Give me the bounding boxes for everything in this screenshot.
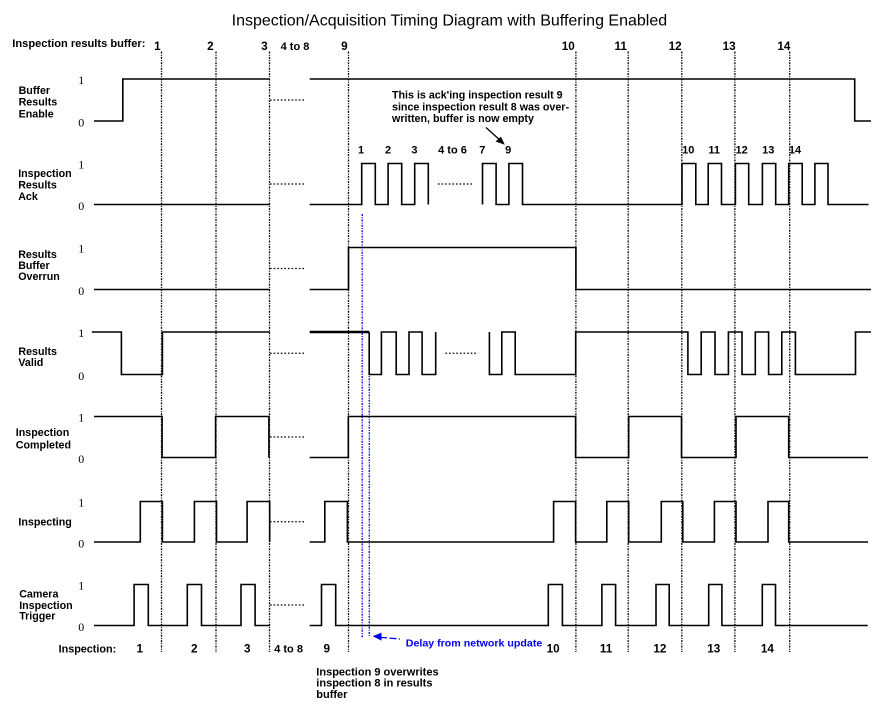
svg-text:Inspection results buffer:: Inspection results buffer: [12,38,145,50]
svg-text:Buffer: Buffer [18,260,49,272]
svg-text:Inspection: Inspection [19,600,72,612]
svg-text:1: 1 [78,158,84,172]
svg-text:Inspection: Inspection [16,427,69,439]
svg-text:Inspection 9 overwrites: Inspection 9 overwrites [316,666,438,678]
svg-text:Inspecting: Inspecting [18,517,71,529]
svg-text:Inspection/Acquisition Timing: Inspection/Acquisition Timing Diagram wi… [232,13,668,30]
svg-text:10: 10 [562,40,576,53]
svg-text:1: 1 [78,73,84,87]
svg-text:1: 1 [78,326,84,340]
svg-text:4 to 8: 4 to 8 [281,41,310,53]
svg-text:13: 13 [723,40,737,53]
svg-text:9: 9 [324,643,331,656]
svg-text:13: 13 [762,144,774,156]
svg-text:3: 3 [244,643,251,656]
svg-text:Results: Results [18,179,57,191]
svg-text:Results: Results [19,97,58,109]
svg-text:since inspection result 8 was: since inspection result 8 was over- [392,101,569,113]
svg-text:7: 7 [479,144,485,156]
svg-text:1: 1 [78,496,84,510]
svg-text:2: 2 [385,144,391,156]
svg-text:written, buffer is now empty: written, buffer is now empty [391,113,534,125]
svg-text:Enable: Enable [19,108,54,120]
svg-text:2: 2 [191,643,198,656]
svg-text:0: 0 [78,452,84,466]
svg-text:1: 1 [78,242,84,256]
svg-text:This is ack'ing inspection res: This is ack'ing inspection result 9 [392,90,563,102]
svg-text:9: 9 [341,40,348,53]
svg-text:0: 0 [78,369,84,383]
svg-text:Overrun: Overrun [18,271,60,283]
svg-text:0: 0 [78,199,84,213]
svg-text:Results: Results [18,249,57,261]
svg-text:0: 0 [78,284,84,298]
svg-text:13: 13 [707,643,721,656]
svg-text:4 to 8: 4 to 8 [274,644,303,656]
svg-text:14: 14 [761,643,775,656]
svg-text:12: 12 [669,40,683,53]
svg-text:1: 1 [154,40,161,53]
svg-text:9: 9 [505,144,511,156]
svg-text:1: 1 [358,144,364,156]
svg-text:Camera: Camera [19,589,59,601]
svg-text:14: 14 [777,40,791,53]
svg-text:12: 12 [653,643,667,656]
svg-text:10: 10 [547,643,561,656]
svg-text:Completed: Completed [16,440,71,452]
svg-text:0: 0 [78,537,84,551]
svg-text:11: 11 [615,40,628,53]
svg-text:Inspection:: Inspection: [59,643,117,655]
svg-text:0: 0 [78,116,84,130]
svg-text:3: 3 [411,144,417,156]
svg-text:11: 11 [600,643,613,656]
svg-text:Inspection: Inspection [18,168,71,180]
svg-text:10: 10 [682,144,694,156]
svg-text:14: 14 [789,144,802,156]
svg-text:4 to 6: 4 to 6 [438,144,467,156]
svg-text:1: 1 [78,411,84,425]
svg-text:1: 1 [78,579,84,593]
svg-text:3: 3 [261,40,268,53]
svg-text:11: 11 [708,144,720,156]
svg-text:Buffer: Buffer [19,85,50,97]
svg-text:12: 12 [735,144,747,156]
svg-text:Valid: Valid [18,357,43,369]
svg-text:Delay from network update: Delay from network update [406,638,543,649]
svg-text:inspection 8 in results: inspection 8 in results [316,677,432,689]
svg-text:1: 1 [137,643,144,656]
svg-text:2: 2 [207,40,214,53]
svg-text:Trigger: Trigger [19,611,55,623]
svg-text:Ack: Ack [18,191,38,203]
svg-text:Results: Results [18,346,57,358]
svg-text:buffer: buffer [316,689,348,701]
svg-text:0: 0 [78,620,84,634]
